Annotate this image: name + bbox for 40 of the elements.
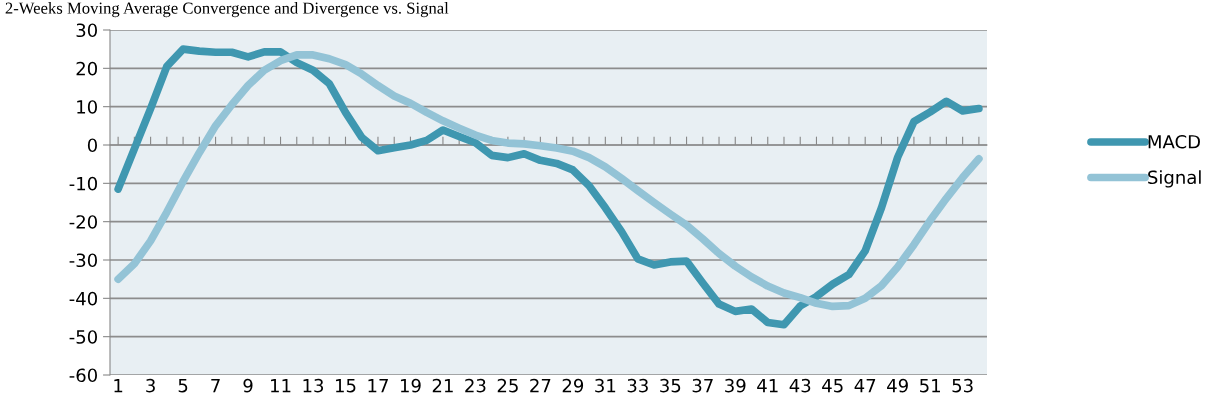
x-tick-label: 49 xyxy=(887,378,908,393)
x-tick-label: 23 xyxy=(465,378,486,393)
x-tick-label: 11 xyxy=(271,379,291,393)
x-tick-label: 39 xyxy=(725,378,746,393)
x-tick-label: 9 xyxy=(243,378,253,393)
x-tick-label: 33 xyxy=(627,378,648,393)
legend-label: Signal xyxy=(1148,170,1201,188)
x-tick-label: 21 xyxy=(432,378,453,393)
x-tick-label: 29 xyxy=(562,378,584,393)
x-tick-label: 45 xyxy=(822,379,843,393)
y-tick-label: 10 xyxy=(77,100,97,114)
x-tick-label: 19 xyxy=(400,378,421,393)
y-tick-label: -10 xyxy=(69,176,97,191)
y-tick-label: 0 xyxy=(87,138,97,153)
y-tick-label: -50 xyxy=(69,330,97,344)
chart-title: 2-Weeks Moving Average Convergence and Divergence vs. Signal xyxy=(5,2,449,18)
x-tick-label: 13 xyxy=(303,378,324,393)
y-tick-label: -30 xyxy=(69,253,97,268)
x-tick-label: 35 xyxy=(660,378,681,393)
x-tick-label: 1 xyxy=(114,379,123,393)
x-tick-label: 47 xyxy=(854,379,876,393)
y-tick-label: 20 xyxy=(76,61,97,76)
y-tick-label: -20 xyxy=(69,215,97,229)
x-tick-label: 31 xyxy=(595,378,616,393)
x-tick-label: 53 xyxy=(952,378,973,393)
y-tick-label: -60 xyxy=(69,368,97,383)
x-tick-label: 5 xyxy=(178,379,188,393)
y-tick-label: 30 xyxy=(76,23,97,38)
legend-label: MACD xyxy=(1148,134,1200,149)
x-tick-label: 3 xyxy=(146,378,155,393)
x-tick-label: 17 xyxy=(368,379,388,393)
x-tick-label: 7 xyxy=(211,379,220,393)
x-tick-label: 51 xyxy=(920,379,940,393)
x-tick-label: 43 xyxy=(789,378,811,393)
x-tick-label: 25 xyxy=(497,378,518,393)
x-tick-label: 37 xyxy=(692,378,713,393)
x-tick-label: 15 xyxy=(335,379,356,393)
x-tick-label: 41 xyxy=(757,379,778,393)
y-tick-label: -40 xyxy=(69,291,97,306)
x-tick-label: 27 xyxy=(530,378,551,393)
